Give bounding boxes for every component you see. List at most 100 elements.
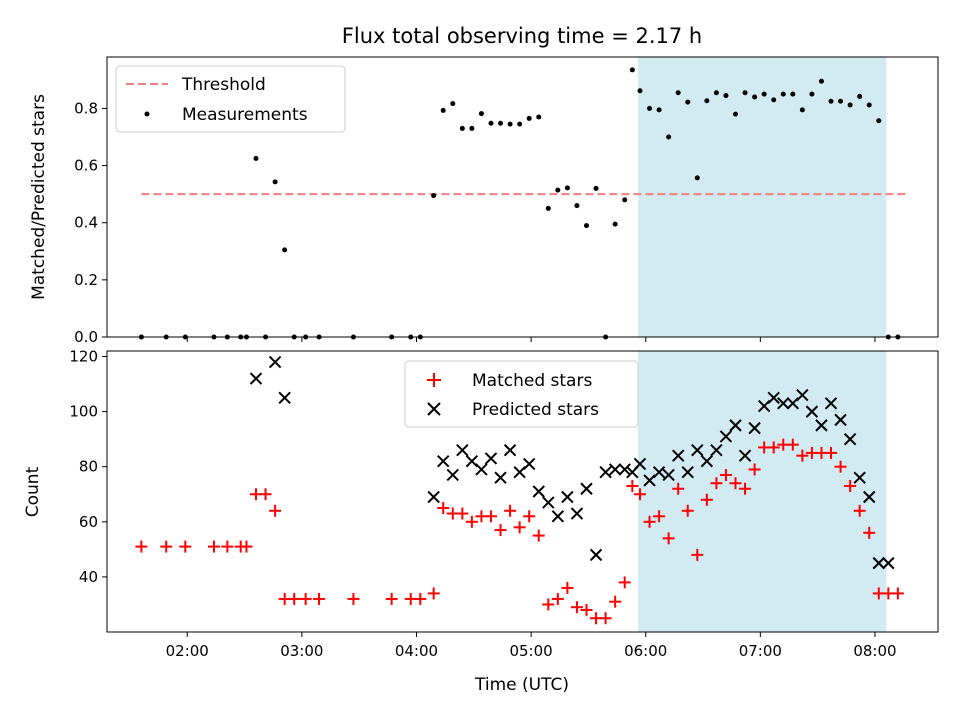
measurement-point xyxy=(612,221,618,227)
matched-star-point xyxy=(465,515,478,528)
matched-star-point xyxy=(672,482,685,495)
matched-star-point xyxy=(618,576,631,589)
top-chart-title: Flux total observing time = 2.17 h xyxy=(342,24,702,48)
x-tick-label: 02:00 xyxy=(166,642,209,660)
top-measurement-points xyxy=(138,67,901,340)
top-legend: Threshold Measurements xyxy=(115,65,346,133)
matched-star-point xyxy=(748,463,761,476)
measurement-point xyxy=(622,197,628,203)
measurement-point xyxy=(742,90,748,96)
bottom-x-axis-ticks: 02:00 03:00 04:00 05:00 06:00 07:00 08:00 xyxy=(166,632,897,660)
predicted-star-point xyxy=(824,397,838,410)
predicted-star-point xyxy=(551,510,565,523)
measurement-point xyxy=(857,93,863,99)
matched-star-point xyxy=(542,598,555,611)
y-tick-label: 0.2 xyxy=(74,271,98,289)
matched-star-point xyxy=(643,515,656,528)
bottom-panel: 40 60 80 100 120 02:00 03:00 04:00 05:00 06:00 07… xyxy=(23,348,939,695)
predicted-star-point xyxy=(561,490,574,504)
matched-star-point xyxy=(739,482,752,495)
matched-star-point xyxy=(437,502,450,515)
bottom-legend-box xyxy=(404,360,639,428)
x-tick-label: 04:00 xyxy=(395,642,438,660)
matched-star-point xyxy=(626,479,639,492)
matched-star-point xyxy=(504,504,517,517)
predicted-star-point xyxy=(681,466,694,479)
predicted-star-point xyxy=(532,485,545,498)
predicted-star-point xyxy=(608,463,622,476)
matched-star-point xyxy=(834,460,847,473)
measurement-point xyxy=(555,187,561,193)
measurement-point xyxy=(498,120,504,126)
predicted-star-point xyxy=(268,355,282,369)
matched-star-point xyxy=(700,493,713,506)
legend-matched-label: Matched stars xyxy=(472,371,592,391)
matched-star-point xyxy=(710,477,723,490)
top-plot-frame xyxy=(106,56,939,338)
measurement-point xyxy=(675,90,681,96)
predicted-star-point xyxy=(599,466,612,479)
matched-star-point xyxy=(259,488,272,501)
matched-star-point xyxy=(299,592,312,605)
x-tick-label: 03:00 xyxy=(280,642,323,660)
matched-star-point xyxy=(891,587,904,600)
x-tick-label: 06:00 xyxy=(624,642,667,660)
matched-star-point xyxy=(221,540,234,553)
measurement-point xyxy=(866,102,872,108)
predicted-star-point xyxy=(767,391,780,405)
predicted-star-point xyxy=(796,388,809,402)
matched-star-point xyxy=(786,438,799,451)
y-tick-label: 0.8 xyxy=(74,99,98,117)
predicted-star-point xyxy=(456,443,469,457)
matched-star-point xyxy=(513,521,526,534)
predicted-star-point xyxy=(580,482,593,495)
predicted-star-point xyxy=(484,452,498,465)
measurement-point xyxy=(637,88,643,94)
matched-star-point xyxy=(853,504,866,517)
measurement-point xyxy=(536,114,542,120)
top-y-axis-ticks: 0.0 0.2 0.4 0.6 0.8 xyxy=(74,99,107,346)
legend-measurements-label: Measurements xyxy=(182,105,308,125)
measurement-point xyxy=(450,101,456,107)
matched-star-point xyxy=(494,524,507,537)
measurement-point xyxy=(818,78,824,84)
matched-star-point xyxy=(288,592,301,605)
measurement-point xyxy=(526,115,532,121)
measurement-point xyxy=(656,107,662,113)
matched-star-point xyxy=(719,468,732,481)
predicted-star-point xyxy=(691,443,704,457)
predicted-star-point xyxy=(834,413,847,427)
measurement-point xyxy=(272,179,278,185)
matched-star-point xyxy=(523,510,536,523)
matched-star-point xyxy=(456,507,469,520)
measurement-point xyxy=(780,91,786,97)
predicted-star-point xyxy=(671,449,685,462)
matched-star-point xyxy=(570,601,583,614)
matched-star-point xyxy=(633,488,646,501)
matched-stars-points xyxy=(135,438,904,625)
matched-star-point xyxy=(825,446,838,459)
measurement-point xyxy=(790,91,796,97)
measurement-point xyxy=(809,91,815,97)
predicted-star-point xyxy=(494,471,507,484)
matched-star-point xyxy=(207,540,220,553)
measurement-point xyxy=(488,120,494,126)
top-x-axis-ticks xyxy=(186,337,876,342)
y-tick-label: 60 xyxy=(79,513,98,531)
predicted-star-point xyxy=(475,463,488,476)
measurement-point xyxy=(694,175,700,181)
matched-star-point xyxy=(240,540,253,553)
measurement-point xyxy=(507,121,513,127)
y-tick-label: 100 xyxy=(69,403,98,421)
y-tick-label: 40 xyxy=(79,568,98,586)
measurement-point xyxy=(733,111,739,117)
measurement-point xyxy=(799,107,805,113)
top-observing-window-shade xyxy=(638,57,887,337)
predicted-star-point xyxy=(522,457,536,471)
predicted-star-point xyxy=(542,496,555,509)
predicted-star-point xyxy=(872,556,885,570)
predicted-star-point xyxy=(633,457,647,471)
measurement-point xyxy=(723,93,729,99)
bottom-y-axis-ticks: 40 60 80 100 120 xyxy=(69,348,107,586)
bottom-observing-window-shade xyxy=(638,351,887,632)
